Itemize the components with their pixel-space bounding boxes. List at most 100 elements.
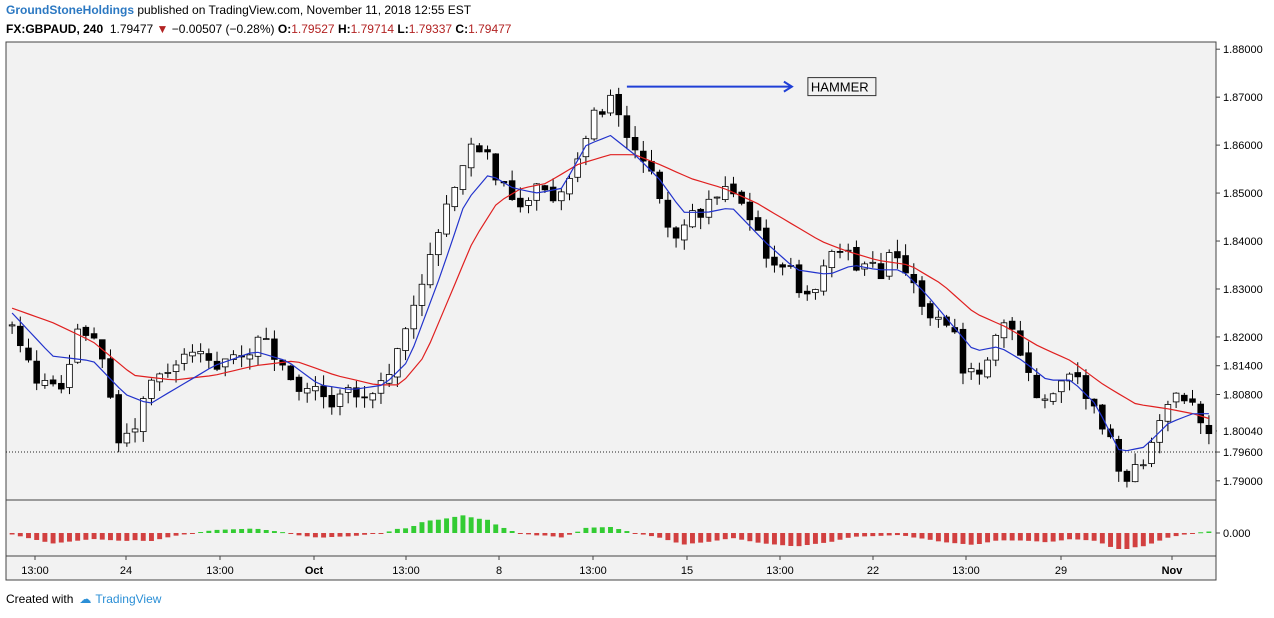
histogram-bar — [591, 527, 597, 533]
histogram-bar — [403, 528, 409, 533]
candle-body — [615, 93, 622, 116]
candle-body — [918, 280, 926, 307]
time-tick-label: 13:00 — [206, 565, 234, 577]
price-chart[interactable]: HAMMER 1.88000 1.87000 1.86000 1.85000 1.840… — [0, 0, 1274, 590]
histogram-bar — [50, 533, 56, 544]
histogram-bar — [34, 533, 40, 540]
candle-body — [721, 186, 729, 201]
time-tick-label: Oct — [305, 565, 324, 577]
candle-body — [295, 376, 303, 392]
candle-body — [959, 328, 967, 374]
histogram-bar — [485, 519, 490, 533]
candle-body — [828, 251, 836, 269]
candle-body — [164, 372, 172, 374]
histogram-bar — [616, 529, 622, 533]
annotation-label: HAMMER — [811, 80, 869, 95]
histogram-bar — [501, 527, 507, 533]
histogram-bar — [894, 533, 900, 536]
candle-body — [746, 201, 754, 221]
histogram-bar — [550, 533, 556, 537]
time-tick-label: Nov — [1162, 565, 1184, 577]
histogram-bar — [1190, 533, 1195, 534]
candle-body — [1131, 464, 1139, 483]
candle-body — [590, 109, 598, 140]
candle-body — [1041, 398, 1049, 401]
histogram-bar — [157, 533, 163, 540]
histogram-bar — [230, 529, 236, 533]
candle-body — [574, 158, 581, 178]
footer: Created with ☁ TradingView — [6, 592, 161, 606]
candle-body — [451, 187, 459, 208]
tradingview-logo-icon[interactable]: ☁ — [79, 592, 92, 606]
histogram-bar — [108, 533, 113, 541]
candle-body — [681, 224, 688, 241]
histogram-bar — [771, 533, 777, 545]
histogram-bar — [1140, 533, 1146, 547]
histogram-bar — [370, 533, 376, 534]
candle-body — [689, 210, 696, 228]
candle-body — [402, 328, 409, 351]
candle-body — [328, 394, 336, 408]
price-tick-label: 1.86000 — [1223, 140, 1263, 152]
histogram-bar — [927, 533, 933, 540]
candle-body — [123, 432, 131, 444]
histogram-bar — [542, 533, 548, 536]
candle-body — [262, 338, 270, 341]
time-tick-label: 29 — [1055, 565, 1067, 577]
last-price-tag: 1.80040 — [1217, 422, 1272, 439]
price-tick-label: 1.87000 — [1223, 92, 1263, 104]
histogram-bar — [919, 533, 925, 539]
histogram-bar — [558, 533, 564, 538]
candle-body — [303, 388, 311, 394]
candle-body — [230, 354, 237, 361]
histogram-bar — [1108, 533, 1113, 547]
publisher-link[interactable]: GroundStoneHoldings — [6, 3, 134, 17]
candle-body — [115, 394, 122, 444]
candles — [8, 87, 1213, 488]
histogram-bar — [165, 533, 171, 538]
histogram-bar — [476, 518, 482, 533]
histogram-bar — [91, 533, 97, 540]
candle-body — [812, 289, 819, 294]
candle-body — [1189, 398, 1196, 403]
candle-body — [1033, 374, 1041, 399]
histogram-bar — [427, 520, 433, 533]
time-tick-label: 13:00 — [579, 565, 607, 577]
histogram-bar — [173, 533, 179, 536]
candle-body — [443, 203, 450, 235]
histogram-bar — [312, 533, 318, 538]
histogram-bar — [1058, 533, 1064, 541]
oscillator-zero-label: 0.000 — [1223, 528, 1251, 540]
candle-body — [582, 138, 590, 158]
histogram-bar — [1173, 533, 1179, 537]
histogram-bar — [1206, 531, 1212, 533]
histogram-bar — [1083, 533, 1089, 541]
candle-body — [410, 304, 418, 330]
histogram-bar — [1157, 533, 1163, 541]
histogram-bar — [263, 529, 269, 533]
histogram-bar — [337, 533, 343, 537]
candle-body — [697, 208, 704, 218]
ema-slow-line — [11, 154, 1210, 420]
histogram-bar — [304, 533, 310, 537]
candle-body — [926, 303, 934, 319]
candle-body — [1066, 373, 1073, 382]
candle-body — [1148, 441, 1155, 465]
histogram-bar — [845, 533, 851, 538]
last-price-box — [1217, 422, 1272, 439]
candle-body — [17, 325, 24, 347]
tradingview-link[interactable]: TradingView — [95, 592, 162, 606]
annotation-box — [807, 77, 877, 97]
time-axis: 13:00 24 13:00 Oct 13:00 8 13:00 15 13:00 22 13:00… — [21, 556, 1183, 577]
low-value: 1.79337 — [408, 22, 453, 36]
candle-body — [549, 186, 557, 202]
candle-body — [41, 380, 49, 386]
hammer-annotation: HAMMER — [626, 77, 877, 97]
candle-body — [541, 185, 549, 191]
price-tick-label: 1.79600 — [1223, 447, 1263, 459]
histogram-bar — [567, 533, 572, 535]
histogram-bar — [362, 533, 368, 535]
candle-body — [271, 338, 278, 360]
histogram-bar — [1009, 533, 1015, 541]
candle-body — [418, 283, 426, 306]
